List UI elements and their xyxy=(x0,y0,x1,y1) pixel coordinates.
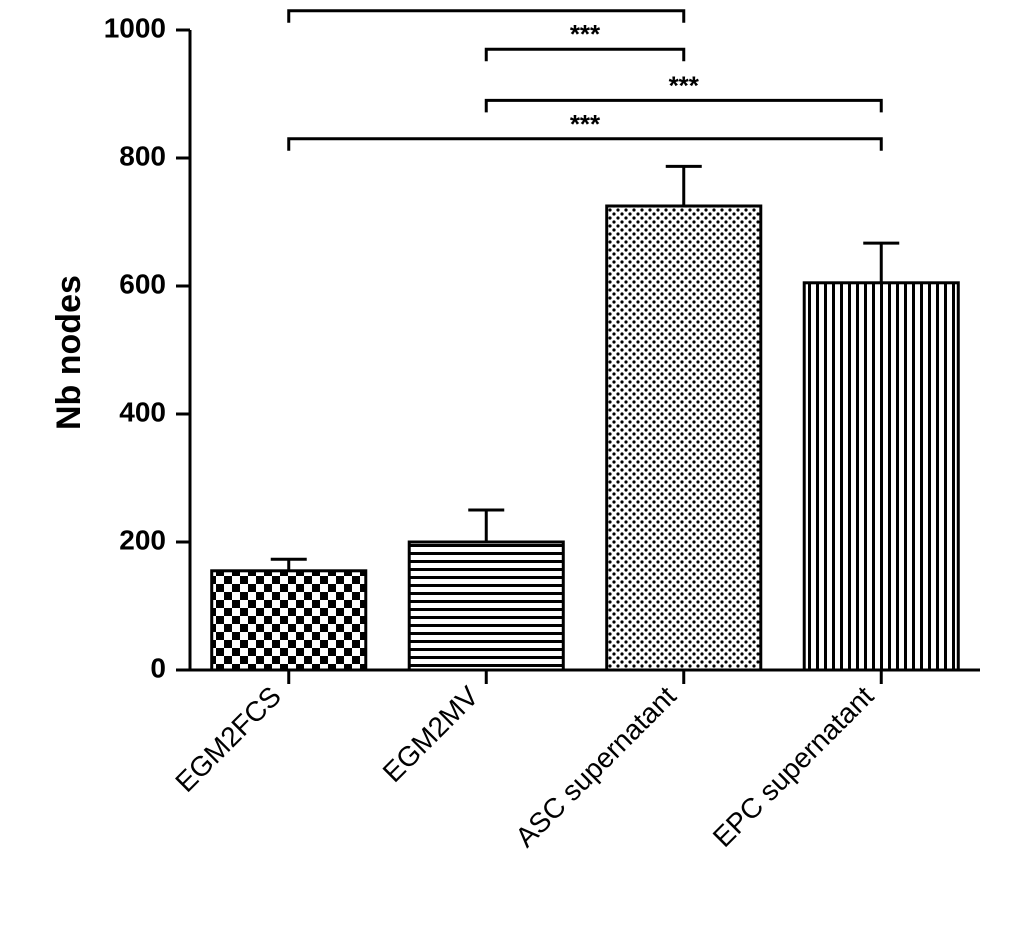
x-tick-label: EPC supernatant xyxy=(707,680,880,853)
x-tick-label: ASC supernatant xyxy=(509,680,682,853)
y-tick-label: 200 xyxy=(119,524,166,555)
significance-label: *** xyxy=(471,0,502,11)
y-tick-label: 800 xyxy=(119,140,166,171)
bar xyxy=(607,206,761,670)
chart-container: 0 200 400 600 800 1000 EGM2FCS EGM2MVASC supern… xyxy=(0,0,1016,937)
significance-bracket xyxy=(289,11,684,23)
y-tick-label: 600 xyxy=(119,268,166,299)
bar-chart: 0 200 400 600 800 1000 EGM2FCS EGM2MVASC supern… xyxy=(0,0,1016,937)
bar xyxy=(212,571,366,670)
y-axis-label: Nb nodes xyxy=(50,275,89,430)
significance-label: *** xyxy=(669,70,700,100)
x-tick-label: EGM2FCS xyxy=(169,680,287,798)
y-tick-label: 0 xyxy=(150,652,166,683)
significance-bracket xyxy=(486,49,684,61)
x-tick-label: EGM2MV xyxy=(377,680,485,788)
y-tick-label: 1000 xyxy=(104,12,166,43)
significance-bracket xyxy=(486,100,881,112)
bar xyxy=(409,542,563,670)
significance-bracket xyxy=(289,139,882,151)
y-tick-label: 400 xyxy=(119,396,166,427)
significance-label: *** xyxy=(570,19,601,49)
bar xyxy=(804,283,958,670)
significance-label: *** xyxy=(570,109,601,139)
